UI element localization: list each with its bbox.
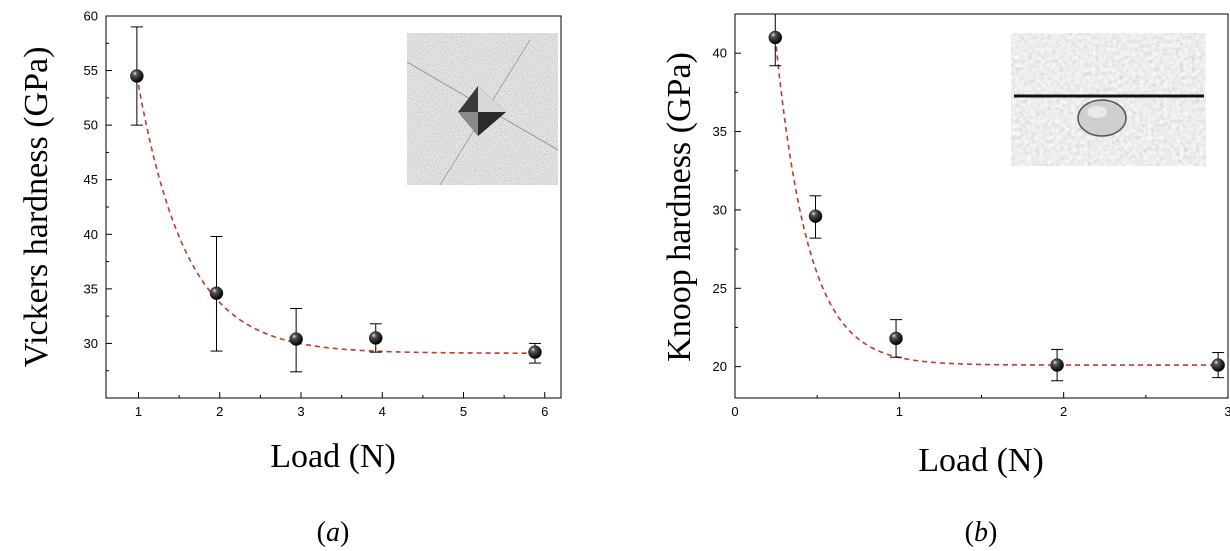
y-tick-label: 50: [84, 118, 98, 133]
data-point: [808, 209, 823, 223]
x-tick-label: 6: [541, 404, 548, 419]
x-tick-label: 3: [1224, 404, 1230, 419]
data-point: [130, 69, 144, 83]
x-tick-label: 1: [896, 404, 903, 419]
y-tick-label: 40: [84, 227, 98, 242]
data-point: [369, 331, 383, 345]
x-tick-label: 2: [1060, 404, 1067, 419]
data-point: [528, 345, 542, 359]
panel-label-a-letter: a: [326, 517, 340, 548]
y-tick-label: 20: [713, 359, 727, 374]
fit-line: [136, 75, 535, 354]
x-axis-title-a: Load (N): [270, 438, 396, 475]
fit-curve-a: [136, 75, 535, 354]
y-tick-label: 25: [713, 281, 727, 296]
y-tick-label: 30: [84, 336, 98, 351]
chart-panel-b: 0 1 2 3 20 25 30 35 40 Load (N) Knoop hardness (…: [661, 13, 1230, 548]
panel-label-b: (b): [965, 517, 998, 548]
y-tick-label: 60: [84, 9, 98, 24]
x-tick-label: 4: [379, 404, 386, 419]
x-tick-label: 1: [135, 404, 142, 419]
y-axis-title-a: Vickers hardness (GPa): [18, 47, 55, 368]
fit-curve-b: [774, 37, 1219, 366]
y-tick-label: 55: [84, 63, 98, 78]
data-points-a: [130, 69, 542, 359]
x-tick-label: 2: [216, 404, 223, 419]
data-points-b: [768, 30, 1225, 372]
x-tick-label: 3: [297, 404, 304, 419]
data-point: [209, 286, 224, 300]
panel-label-a: (a): [317, 517, 350, 548]
y-axis-title-b: Knoop hardness (GPa): [661, 52, 698, 362]
y-tick-label: 35: [84, 281, 98, 296]
axis-ticks-b: 0 1 2 3 20 25 30 35 40: [713, 46, 1230, 419]
fit-line: [774, 37, 1219, 366]
data-point: [768, 30, 783, 45]
data-point: [889, 331, 903, 346]
x-tick-label: 5: [460, 404, 467, 419]
inset-micrograph-b: [1011, 33, 1206, 166]
x-tick-label: 0: [731, 404, 738, 419]
y-tick-label: 40: [713, 46, 727, 61]
y-tick-label: 35: [713, 124, 727, 139]
x-axis-title-b: Load (N): [918, 442, 1044, 479]
y-tick-label: 30: [713, 202, 727, 217]
y-tick-label: 45: [84, 172, 98, 187]
data-point: [1211, 358, 1225, 372]
panel-label-b-letter: b: [974, 517, 988, 548]
data-point: [289, 332, 303, 346]
data-point: [1050, 358, 1064, 372]
inset-micrograph-a: [406, 33, 559, 186]
